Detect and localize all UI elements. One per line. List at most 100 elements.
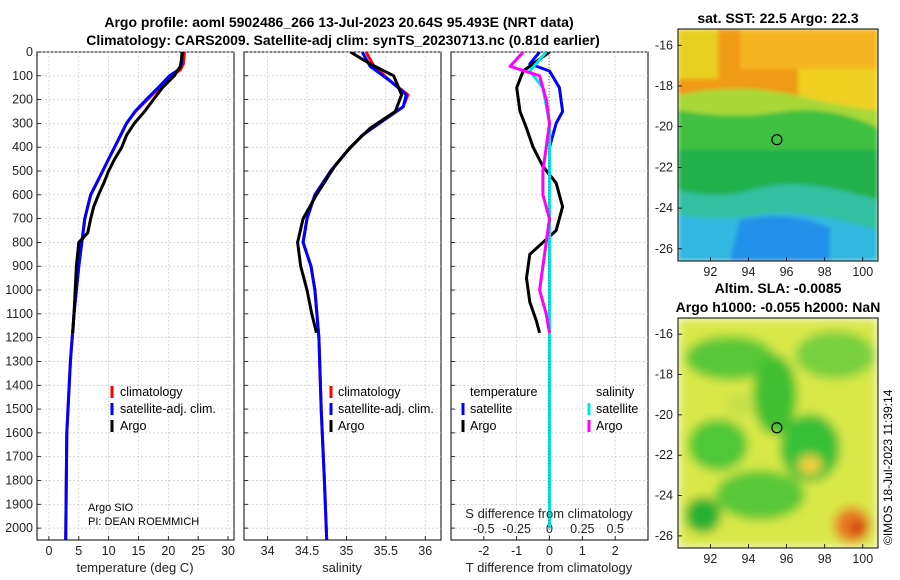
temperature-xlabel: temperature (deg C) <box>76 560 193 575</box>
map-xtick-label: 98 <box>818 265 832 279</box>
xtick-label: 0 <box>45 544 52 558</box>
difference-x2label: S difference from climatology <box>465 506 633 521</box>
xtick-label: 34 <box>261 544 275 558</box>
map-ytick-label: -24 <box>655 201 673 215</box>
xtick-label: 25 <box>191 544 205 558</box>
map-ytick-label: -18 <box>655 367 673 381</box>
legend-sal-argo: Argo <box>596 419 622 433</box>
xtick-label: 35.5 <box>374 544 398 558</box>
ytick-label: 700 <box>12 212 33 226</box>
main-legend-1: climatology satellite-adj. clim. Argo <box>110 385 216 433</box>
series-line-satellite-adj-clim- <box>64 52 185 540</box>
ytick-label: 600 <box>12 188 33 202</box>
argo-location-marker <box>771 134 783 146</box>
map-ytick-label: -22 <box>655 160 673 174</box>
difference-panel: -2 -1 0 1 2 -0.5 -0.25 0 0.25 0.5 T difference fr… <box>450 51 649 575</box>
legend-temp-argo: Argo <box>470 419 496 433</box>
map-xtick-label: 100 <box>852 552 873 566</box>
map-ytick-label: -22 <box>655 448 673 462</box>
xtick-label: 0 <box>546 544 553 558</box>
sst-map-field <box>678 29 878 261</box>
ytick-label: 1300 <box>5 354 33 368</box>
series-line-argo <box>71 52 184 333</box>
temperature-axes <box>36 51 235 541</box>
salinity-axes <box>243 51 442 541</box>
xtick-label: 35 <box>339 544 353 558</box>
difference-xlabel: T difference from climatology <box>466 560 633 575</box>
ytick-label: 1400 <box>5 378 33 392</box>
sst-map-title: sat. SST: 22.5 Argo: 22.3 <box>697 10 859 26</box>
xtick-label: 2 <box>612 544 619 558</box>
map-xtick-label: 96 <box>780 265 794 279</box>
main-legend-2: climatology satellite-adj. clim. Argo <box>329 385 434 433</box>
series-line-argo-salinity- <box>508 52 551 334</box>
ytick-label: 1100 <box>6 307 33 321</box>
x2tick-label: -0.25 <box>502 522 531 536</box>
map-ytick-label: -16 <box>655 327 673 341</box>
legend2-satellite-adj: satellite-adj. clim. <box>338 402 434 416</box>
figure-title-line2: Climatology: CARS2009. Satellite-adj cli… <box>86 32 600 48</box>
map-ytick-label: -24 <box>655 489 673 503</box>
ytick-label: 1500 <box>5 402 33 416</box>
ytick-label: 100 <box>12 69 33 83</box>
legend-argo: Argo <box>120 419 146 433</box>
sla-map-axes <box>677 317 879 549</box>
ytick-label: 500 <box>12 164 33 178</box>
xtick-label: -2 <box>478 544 489 558</box>
x2tick-label: 0 <box>546 522 553 536</box>
x2tick-label: -0.5 <box>473 522 495 536</box>
xtick-label: 15 <box>132 544 146 558</box>
xtick-label: 20 <box>161 544 175 558</box>
map-ytick-label: -16 <box>655 38 673 52</box>
ytick-label: 2000 <box>5 521 33 535</box>
xtick-label: -1 <box>511 544 522 558</box>
ytick-label: 1800 <box>5 473 33 487</box>
sst-map-panel: sat. SST: 22.5 Argo: 22.3 92 94 96 98 100 -16… <box>655 10 879 279</box>
map-xtick-label: 92 <box>703 265 717 279</box>
map-ytick-label: -20 <box>655 120 673 134</box>
ytick-label: 400 <box>12 140 33 154</box>
watermark: ©IMOS 18-Jul-2023 11:39:14 <box>881 389 895 545</box>
ytick-label: 1900 <box>5 497 33 511</box>
ytick-label: 0 <box>26 45 33 59</box>
map-xtick-label: 94 <box>742 265 756 279</box>
xtick-label: 10 <box>102 544 116 558</box>
ytick-label: 1700 <box>5 450 33 464</box>
xtick-label: 34.5 <box>295 544 319 558</box>
map-xtick-label: 96 <box>780 552 794 566</box>
sla-map-field <box>678 318 878 548</box>
difference-legend: temperature satellite Argo salinity sate… <box>461 385 638 433</box>
map-ytick-label: -26 <box>655 242 673 256</box>
x2tick-label: 0.5 <box>606 522 623 536</box>
credit-institution: Argo SIO <box>88 502 134 514</box>
temperature-panel: 0100200300400500600700800900100011001200… <box>5 45 235 575</box>
ytick-label: 800 <box>12 235 33 249</box>
xtick-label: 1 <box>579 544 586 558</box>
sla-map-title: Altim. SLA: -0.0085 <box>715 280 842 296</box>
legend2-argo: Argo <box>338 419 364 433</box>
map-xtick-label: 98 <box>818 552 832 566</box>
map-ytick-label: -20 <box>655 408 673 422</box>
legend-temp-header: temperature <box>470 385 537 399</box>
sst-map-axes <box>677 28 879 262</box>
legend-sal-satellite: satellite <box>596 402 638 416</box>
legend-satellite-adj: satellite-adj. clim. <box>120 402 216 416</box>
ytick-label: 300 <box>12 116 33 130</box>
legend-sal-header: salinity <box>596 385 635 399</box>
salinity-xlabel: salinity <box>322 560 362 575</box>
argo-location-marker <box>771 422 783 434</box>
map-ytick-label: -26 <box>655 529 673 543</box>
ytick-label: 1200 <box>5 331 33 345</box>
legend-temp-satellite: satellite <box>470 402 512 416</box>
map-xtick-label: 92 <box>703 552 717 566</box>
series-line-argo <box>296 52 404 334</box>
salinity-panel: 34 34.5 35 35.5 36 salinity climatology sate… <box>243 51 442 575</box>
ytick-label: 1000 <box>5 283 33 297</box>
map-xtick-label: 94 <box>742 552 756 566</box>
figure-title-line1: Argo profile: aoml 5902486_266 13-Jul-20… <box>104 14 573 30</box>
sla-map-panel: Altim. SLA: -0.0085 Argo h1000: -0.055 h… <box>655 280 880 566</box>
xtick-label: 36 <box>418 544 432 558</box>
x2tick-label: 0.25 <box>570 522 594 536</box>
legend-climatology: climatology <box>120 385 183 399</box>
